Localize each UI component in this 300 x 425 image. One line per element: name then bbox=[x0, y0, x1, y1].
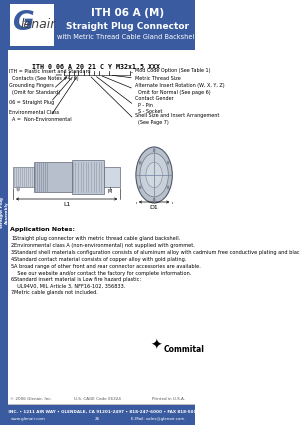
Text: Environmental class A (non-environmental) not supplied with grommet.: Environmental class A (non-environmental… bbox=[14, 243, 195, 248]
Text: 1.: 1. bbox=[11, 236, 16, 241]
Text: 3.: 3. bbox=[11, 250, 16, 255]
Text: UL94V0, MIL Article 3, NFF16-102, 356833.: UL94V0, MIL Article 3, NFF16-102, 356833… bbox=[14, 284, 126, 289]
Text: lenair.: lenair. bbox=[20, 17, 58, 31]
Text: Mod Code Option (See Table 1): Mod Code Option (See Table 1) bbox=[135, 68, 211, 73]
Text: A broad range of other front and rear connector accessories are available.: A broad range of other front and rear co… bbox=[14, 264, 201, 269]
Text: 5.: 5. bbox=[11, 264, 16, 269]
Text: 2.: 2. bbox=[11, 243, 16, 248]
Text: Alternate Insert Rotation (W, X, Y, Z)
  Omit for Normal (See page 6): Alternate Insert Rotation (W, X, Y, Z) O… bbox=[135, 83, 225, 95]
Text: Standard contact material consists of copper alloy with gold plating.: Standard contact material consists of co… bbox=[14, 257, 187, 262]
Text: M: M bbox=[108, 189, 112, 193]
Text: © 2006 Glenair, Inc.: © 2006 Glenair, Inc. bbox=[11, 397, 52, 401]
Text: D1: D1 bbox=[150, 205, 158, 210]
Text: 4.: 4. bbox=[11, 257, 16, 262]
Circle shape bbox=[153, 198, 155, 201]
Text: Grounding Fingers
  (Omit for Standard): Grounding Fingers (Omit for Standard) bbox=[9, 83, 60, 95]
Text: Contact Gender
  P - Pin
  S - Socket: Contact Gender P - Pin S - Socket bbox=[135, 96, 174, 114]
Text: www.glenair.com: www.glenair.com bbox=[11, 417, 45, 421]
Bar bbox=[34, 162, 71, 192]
Text: ✦: ✦ bbox=[150, 339, 162, 353]
Circle shape bbox=[153, 149, 155, 152]
Bar bbox=[13, 167, 34, 187]
Text: U.S. CAGE Code 06324: U.S. CAGE Code 06324 bbox=[74, 397, 121, 401]
Text: ITH 06 A (M): ITH 06 A (M) bbox=[91, 8, 164, 18]
Circle shape bbox=[140, 153, 168, 197]
Text: L1: L1 bbox=[63, 202, 70, 207]
Circle shape bbox=[136, 147, 172, 203]
Circle shape bbox=[139, 186, 141, 189]
Bar bbox=[0, 405, 195, 425]
Text: Application Notes:: Application Notes: bbox=[11, 227, 75, 232]
Circle shape bbox=[139, 161, 141, 164]
Text: Straight plug connector with metric thread cable gland backshell.: Straight plug connector with metric thre… bbox=[14, 236, 181, 241]
Text: 6.: 6. bbox=[11, 277, 16, 282]
Text: ITH 0 06 A 20 21 C Y M32x1.5 XXX: ITH 0 06 A 20 21 C Y M32x1.5 XXX bbox=[32, 64, 160, 70]
Text: 06 = Straight Plug: 06 = Straight Plug bbox=[9, 99, 54, 105]
Circle shape bbox=[17, 187, 20, 191]
Circle shape bbox=[167, 186, 169, 189]
Text: with Metric Thread Cable Gland Backshell: with Metric Thread Cable Gland Backshell bbox=[58, 34, 197, 40]
Text: E-Mail: sales@glenair.com: E-Mail: sales@glenair.com bbox=[131, 417, 185, 421]
Circle shape bbox=[167, 161, 169, 164]
Text: Straight Plug Connector: Straight Plug Connector bbox=[66, 22, 189, 31]
Text: ITH = Plastic Insert and Standard
  Contacts (See Notes #4, 6): ITH = Plastic Insert and Standard Contac… bbox=[9, 69, 91, 81]
Circle shape bbox=[146, 162, 162, 187]
Text: 26: 26 bbox=[95, 417, 100, 421]
Text: Standard shell materials configuration consists of aluminum alloy with cadmium f: Standard shell materials configuration c… bbox=[14, 250, 300, 255]
Text: See our website and/or contact the factory for complete information.: See our website and/or contact the facto… bbox=[14, 271, 192, 276]
Bar bbox=[8, 0, 195, 50]
Bar bbox=[10, 4, 54, 46]
Text: Metric Thread Size: Metric Thread Size bbox=[135, 76, 181, 80]
Text: GLENAIR, INC. • 1211 AIR WAY • GLENDALE, CA 91201-2497 • 818-247-6000 • FAX 818-: GLENAIR, INC. • 1211 AIR WAY • GLENDALE,… bbox=[0, 410, 210, 414]
Text: G: G bbox=[12, 10, 33, 36]
Text: Commital: Commital bbox=[164, 346, 205, 354]
Text: Standard insert material is Low fire hazard plastic:: Standard insert material is Low fire haz… bbox=[14, 277, 141, 282]
Text: Environmental Class
  A =  Non-Environmental: Environmental Class A = Non-Environmenta… bbox=[9, 110, 72, 122]
Text: Straight Plug
Assembly: Straight Plug Assembly bbox=[0, 198, 9, 229]
Text: Metric cable glands not included.: Metric cable glands not included. bbox=[14, 290, 98, 295]
Bar bbox=[0, 0, 8, 425]
Text: Shell Size and Insert Arrangement
  (See Page 7): Shell Size and Insert Arrangement (See P… bbox=[135, 113, 220, 125]
Bar bbox=[104, 167, 120, 187]
Bar bbox=[71, 160, 104, 194]
Text: Printed in U.S.A.: Printed in U.S.A. bbox=[152, 397, 185, 401]
Text: 7.: 7. bbox=[11, 290, 16, 295]
